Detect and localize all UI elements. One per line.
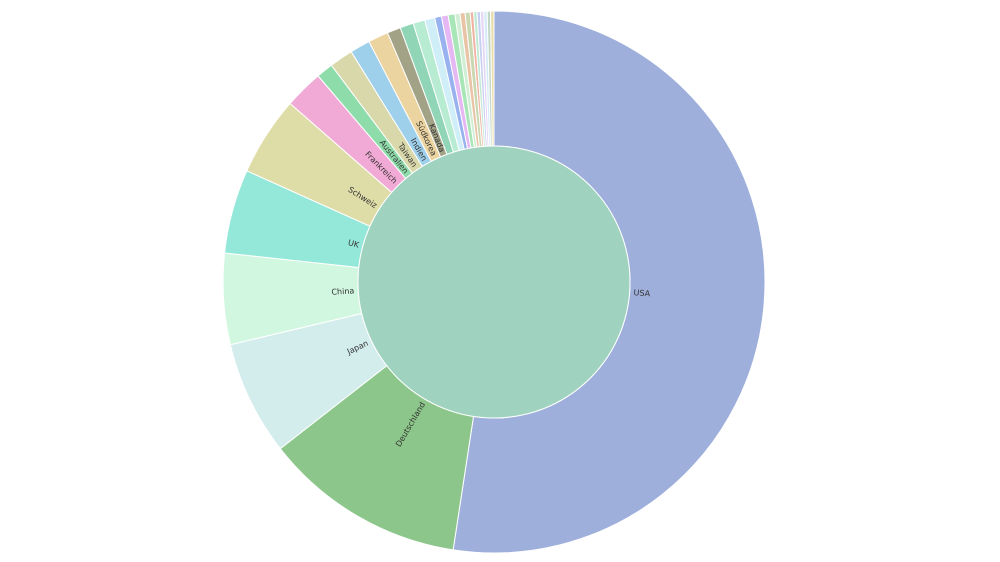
donut-center (357, 145, 631, 419)
slice-label-china: China (331, 286, 354, 296)
slice-group (222, 10, 766, 554)
slice-label-usa: USA (633, 288, 651, 298)
slice-label-uk: UK (347, 238, 361, 250)
